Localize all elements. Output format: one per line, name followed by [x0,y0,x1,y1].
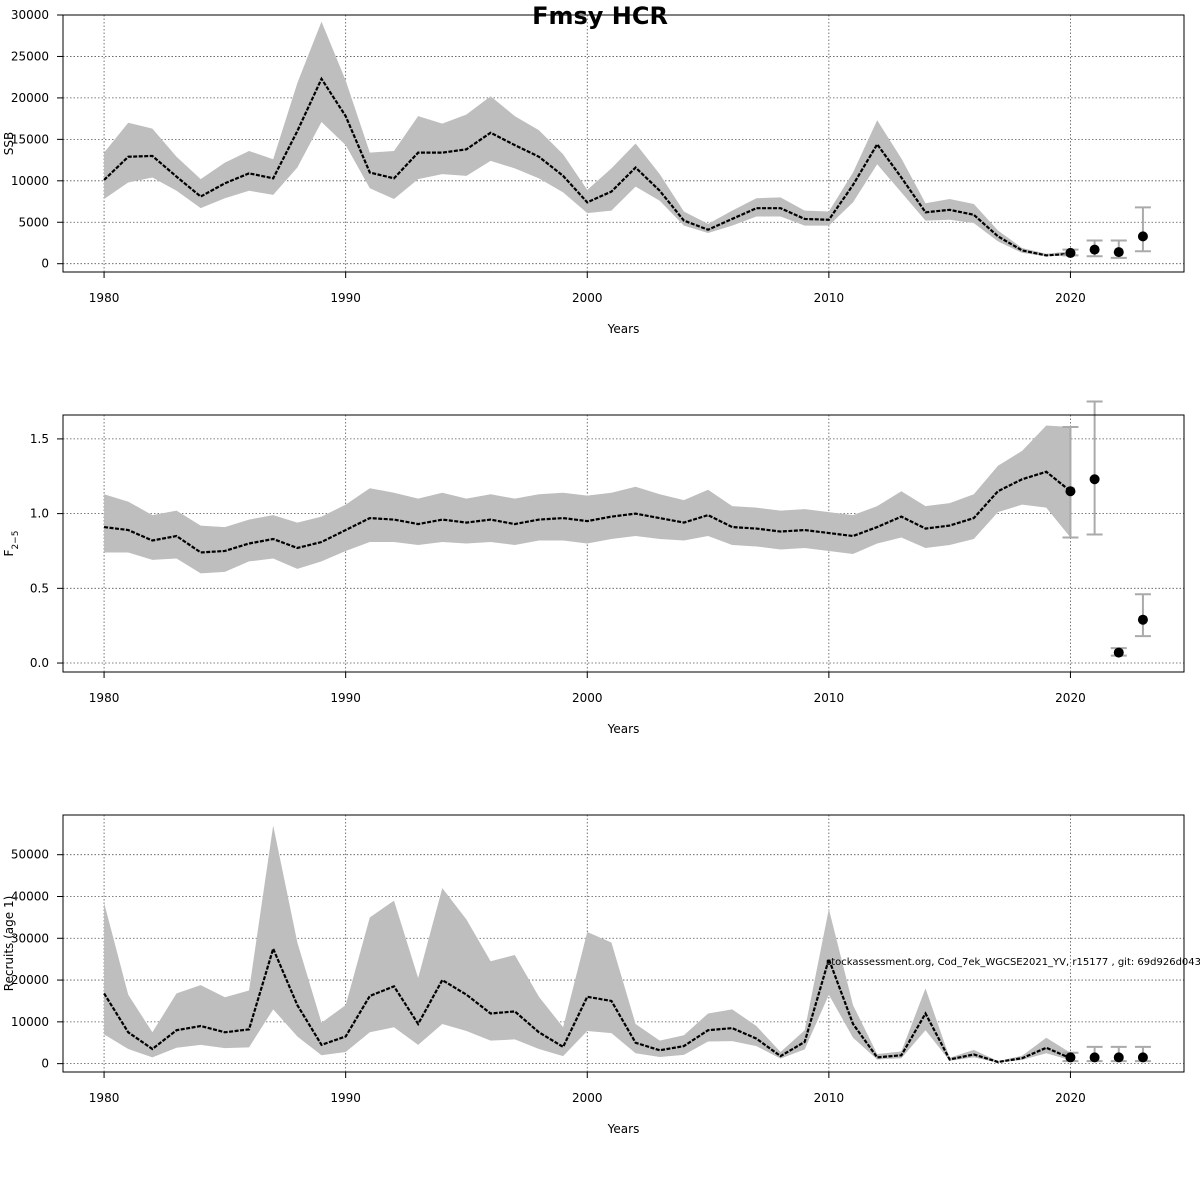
plot-frame [62,414,1185,673]
x-axis-label: Years [607,722,640,736]
forecast-point [1065,247,1076,258]
y-tick-label: 50000 [11,848,49,862]
plot-frame [62,14,1185,273]
x-tick-label: 2010 [814,291,845,305]
y-tick-label: 40000 [11,889,49,903]
x-tick-label: 2020 [1055,691,1086,705]
y-tick-label: 1.5 [30,432,49,446]
forecast-point [1113,247,1124,258]
confidence-band [104,825,1071,1063]
y-tick-label: 5000 [18,215,49,229]
y-tick-label: 25000 [11,49,49,63]
y-tick-label: 20000 [11,973,49,987]
y-axis-label: SSB [2,132,16,155]
forecast-point [1137,1052,1148,1063]
y-tick-label: 20000 [11,91,49,105]
chart-panel-2: 0.0 0.5 1.0 1.5 1980 1990 2000 2010 2020 Years F2−… [2,400,1185,736]
y-axis-label: Recruits (age 1) [2,896,16,992]
page-title: Fmsy HCR [532,2,668,30]
y-tick-label: 10000 [11,174,49,188]
y-tick-label: 10000 [11,1015,49,1029]
forecast-point [1113,1052,1124,1063]
x-tick-label: 1990 [330,1091,361,1105]
forecast-point [1065,486,1076,497]
chart-panel-3: 0 10000 20000 30000 40000 50000 1980 1990 2000 20… [2,814,1185,1136]
plot-frame [62,814,1185,1073]
x-tick-label: 2000 [572,1091,603,1105]
x-tick-label: 2010 [814,691,845,705]
y-tick-label: 1.0 [30,507,49,521]
chart-panel-1: 0 5000 10000 15000 20000 25000 30000 1980 1990 20… [2,8,1185,336]
y-tick-label: 0 [41,1057,49,1071]
x-tick-label: 1980 [89,1091,120,1105]
y-axis-label: F2−5 [2,531,21,557]
y-tick-label: 0.5 [30,581,49,595]
y-tick-label: 0 [41,257,49,271]
estimate-line [103,470,1072,554]
y-tick-label: 30000 [11,931,49,945]
x-tick-label: 2010 [814,1091,845,1105]
y-axis-label-subscript: 2−5 [11,531,21,550]
confidence-band [104,425,1071,574]
x-tick-label: 1990 [330,291,361,305]
estimate-line [103,945,1071,1064]
y-tick-label: 15000 [11,132,49,146]
footer-stamp: stockassessment.org, Cod_7ek_WGCSE2021_Y… [826,957,1200,968]
x-tick-label: 1980 [89,691,120,705]
x-tick-label: 2020 [1055,1091,1086,1105]
y-tick-label: 30000 [11,8,49,22]
x-tick-label: 2000 [572,691,603,705]
forecast-point [1065,1052,1076,1063]
forecast-point [1089,1052,1100,1063]
forecast-point [1089,474,1100,485]
forecast-point [1137,614,1148,625]
y-tick-label: 0.0 [30,656,49,670]
forecast-point [1113,647,1124,658]
forecast-point [1089,244,1100,255]
x-tick-label: 2000 [572,291,603,305]
confidence-band [104,21,1071,257]
estimate-line [103,76,1071,257]
x-axis-label: Years [607,322,640,336]
x-tick-label: 1980 [89,291,120,305]
x-tick-label: 1990 [330,691,361,705]
x-tick-label: 2020 [1055,291,1086,305]
forecast-point [1137,231,1148,242]
x-axis-label: Years [607,1122,640,1136]
